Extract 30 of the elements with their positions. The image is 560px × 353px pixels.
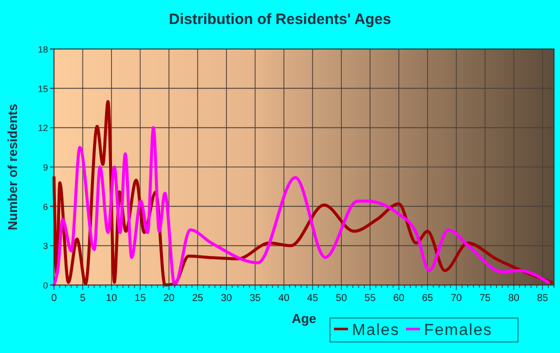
x-tick-label: 5 <box>80 293 86 304</box>
legend-label: Females <box>424 322 492 339</box>
x-tick-label: 35 <box>250 293 262 304</box>
y-tick-label: 3 <box>42 241 48 252</box>
x-tick-label: 15 <box>134 293 146 304</box>
x-tick-label: 65 <box>422 293 434 304</box>
x-tick-label: 45 <box>307 293 319 304</box>
y-tick-label: 18 <box>38 44 48 54</box>
y-tick-label: 15 <box>38 84 48 94</box>
x-axis-title: Age <box>292 311 316 326</box>
x-tick-label: 50 <box>336 293 348 304</box>
x-tick-label: 55 <box>364 293 376 304</box>
x-tick-label: 25 <box>192 293 204 304</box>
chart-title: Distribution of Residents' Ages <box>168 11 392 28</box>
x-tick-label: 60 <box>393 293 405 304</box>
legend-label: Males <box>352 322 400 339</box>
y-tick-label: 9 <box>42 162 48 172</box>
x-tick-label: 80 <box>508 293 520 304</box>
x-tick-label: 0 <box>51 293 58 304</box>
y-axis-title: Number of residents <box>5 104 20 230</box>
x-tick-label: 70 <box>450 293 462 304</box>
y-tick-label: 0 <box>42 280 48 290</box>
x-tick-label: 10 <box>106 293 118 304</box>
x-tick-label: 20 <box>163 293 175 304</box>
y-tick-label: 12 <box>38 123 48 134</box>
x-tick-label: 40 <box>278 293 290 304</box>
x-tick-label: 85 <box>536 293 549 304</box>
x-tick-label: 75 <box>479 293 492 304</box>
x-tick-label: 30 <box>220 293 232 304</box>
y-tick-label: 6 <box>42 202 48 212</box>
